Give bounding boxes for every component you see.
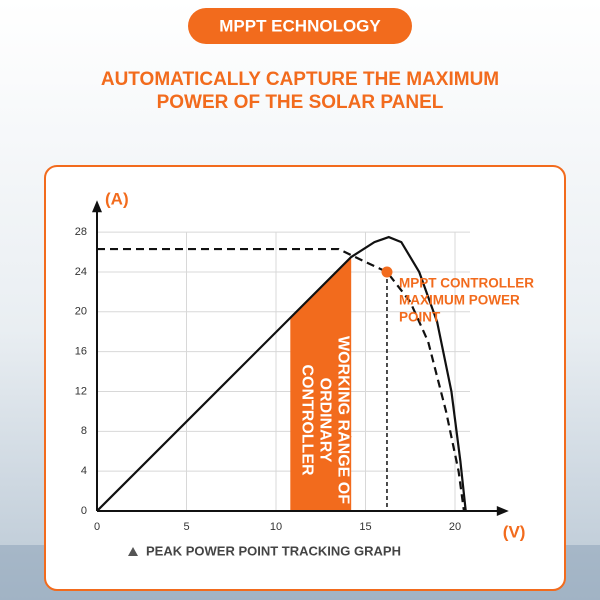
point-label: POINT (399, 310, 441, 325)
y-tick-label: 12 (75, 385, 87, 397)
x-tick-label: 5 (183, 521, 189, 533)
y-tick-label: 4 (81, 465, 87, 477)
band-label-line: CONTROLLER (299, 364, 316, 476)
headline: AUTOMATICALLY CAPTURE THE MAXIMUM (101, 69, 499, 90)
x-tick-label: 0 (94, 521, 100, 533)
badge-pill (188, 8, 412, 44)
y-axis-label: (A) (105, 190, 129, 209)
working-range-band (290, 257, 352, 511)
band-label-line: ORDINARY (317, 378, 334, 463)
x-tick-label: 15 (359, 521, 371, 533)
chart: 0 4 8 12 16 20 24 28 0 5 10 15 20 (A) (V) MPPT CONTROLL… (75, 190, 534, 559)
y-tick-label: 28 (75, 226, 87, 238)
x-axis-arrow (496, 506, 509, 516)
band-label-line: WORKING RANGE OF (335, 336, 352, 504)
y-tick-label: 16 (75, 346, 87, 358)
y-tick-label: 8 (81, 425, 87, 437)
badge-text: MPPT ECHNOLOGY (219, 16, 381, 35)
curve (97, 247, 466, 512)
point-label: MAXIMUM POWER (399, 293, 520, 308)
y-tick-label: 0 (81, 505, 87, 517)
curve (96, 235, 467, 512)
y-tick-label: 20 (75, 306, 87, 318)
caption-icon (128, 547, 138, 556)
y-axis-arrow (92, 200, 102, 213)
headline: POWER OF THE SOLAR PANEL (157, 92, 444, 113)
x-tick-label: 20 (449, 521, 461, 533)
y-tick-label: 24 (75, 266, 87, 278)
caption: PEAK POWER POINT TRACKING GRAPH (146, 543, 401, 558)
x-axis-label: (V) (503, 522, 526, 541)
point-label: MPPT CONTROLLER (399, 276, 534, 291)
x-tick-label: 10 (270, 521, 282, 533)
mppt-point (381, 266, 393, 278)
